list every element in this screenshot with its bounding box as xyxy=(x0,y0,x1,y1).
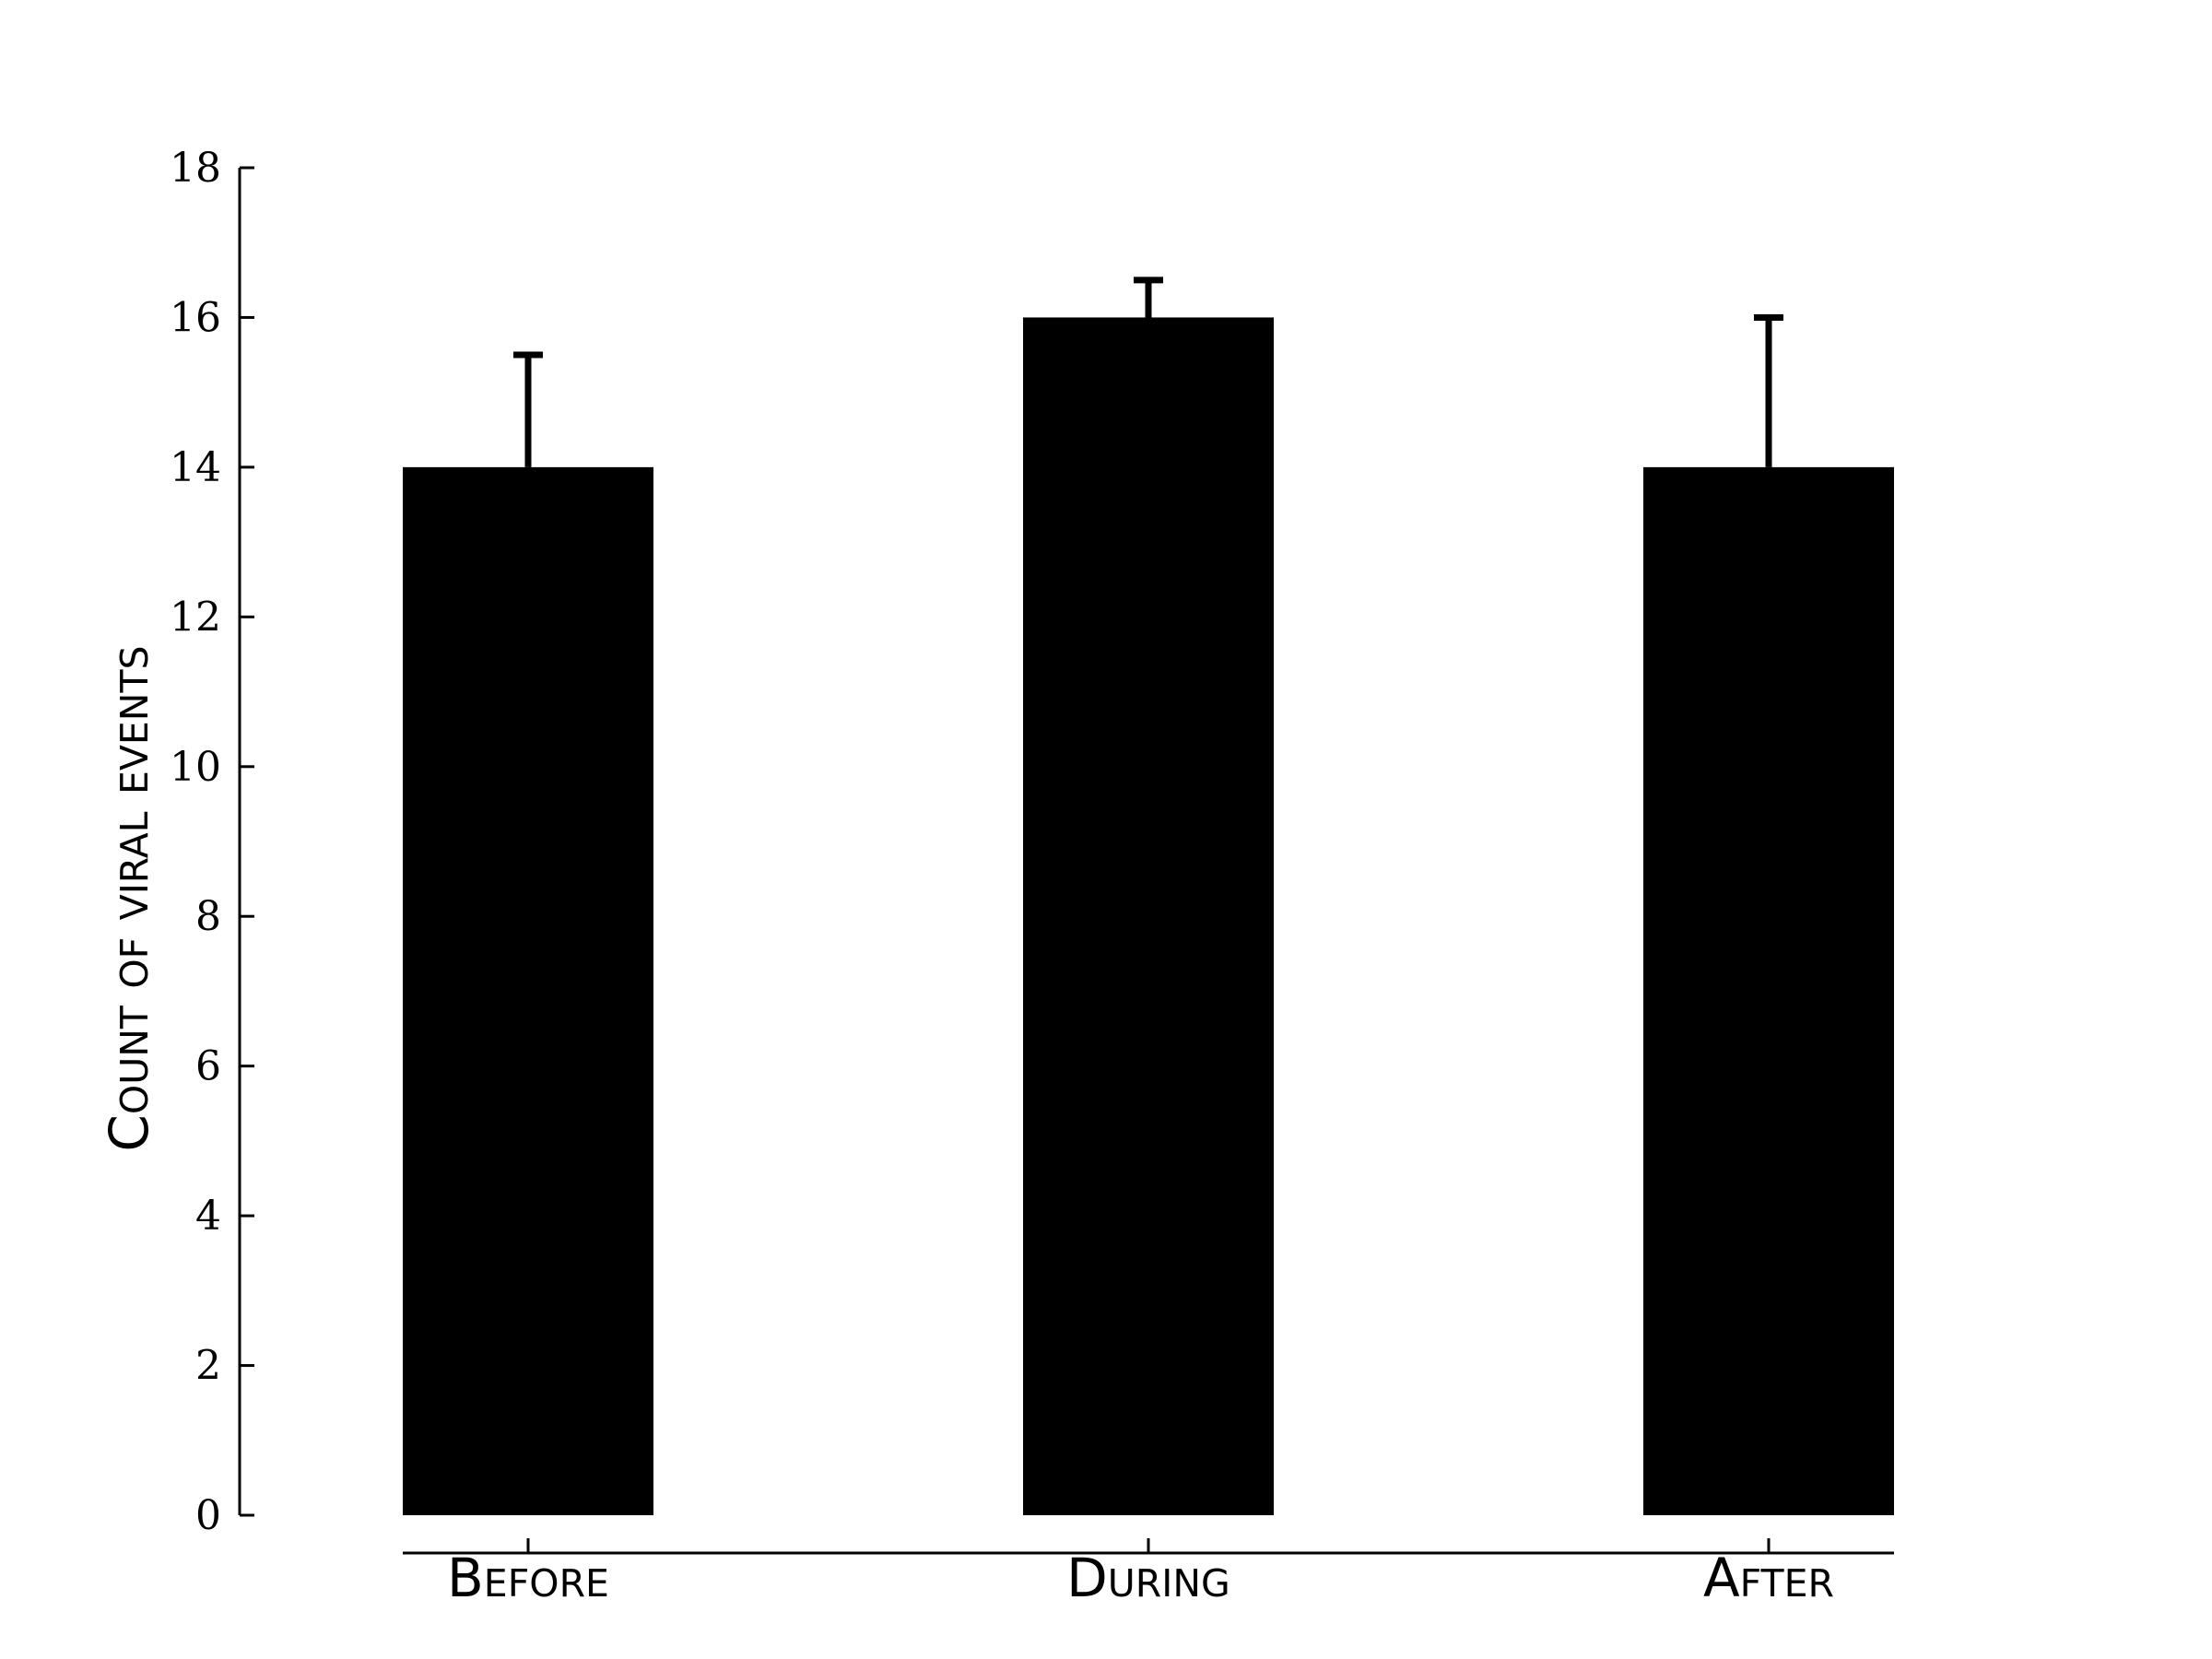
x-tick-label-after: After xyxy=(1703,1547,1834,1609)
y-tick-label-16: 16 xyxy=(170,294,221,341)
bars-layer xyxy=(403,317,1894,1515)
y-tick-label-2: 2 xyxy=(195,1343,221,1390)
y-tick-label-6: 6 xyxy=(195,1043,221,1090)
x-tick-label-during: During xyxy=(1066,1547,1230,1609)
y-tick-label-4: 4 xyxy=(195,1193,221,1240)
y-tick-label-10: 10 xyxy=(170,744,221,791)
y-axis-label: Count of viral events xyxy=(98,645,160,1151)
y-tick-label-18: 18 xyxy=(170,145,221,192)
bar-during xyxy=(1023,317,1274,1515)
x-tick-label-before: Before xyxy=(447,1547,609,1609)
x-axis-ticks: Before During After xyxy=(447,1538,1834,1609)
y-axis-ticks: 0 2 4 6 8 10 12 14 16 18 xyxy=(170,145,254,1539)
y-tick-label-0: 0 xyxy=(195,1492,221,1539)
error-bars-layer xyxy=(513,276,1783,467)
y-tick-label-12: 12 xyxy=(170,594,221,641)
y-tick-label-14: 14 xyxy=(170,444,221,491)
bar-before xyxy=(403,466,653,1515)
bar-after xyxy=(1643,466,1894,1515)
y-tick-label-8: 8 xyxy=(195,893,221,940)
